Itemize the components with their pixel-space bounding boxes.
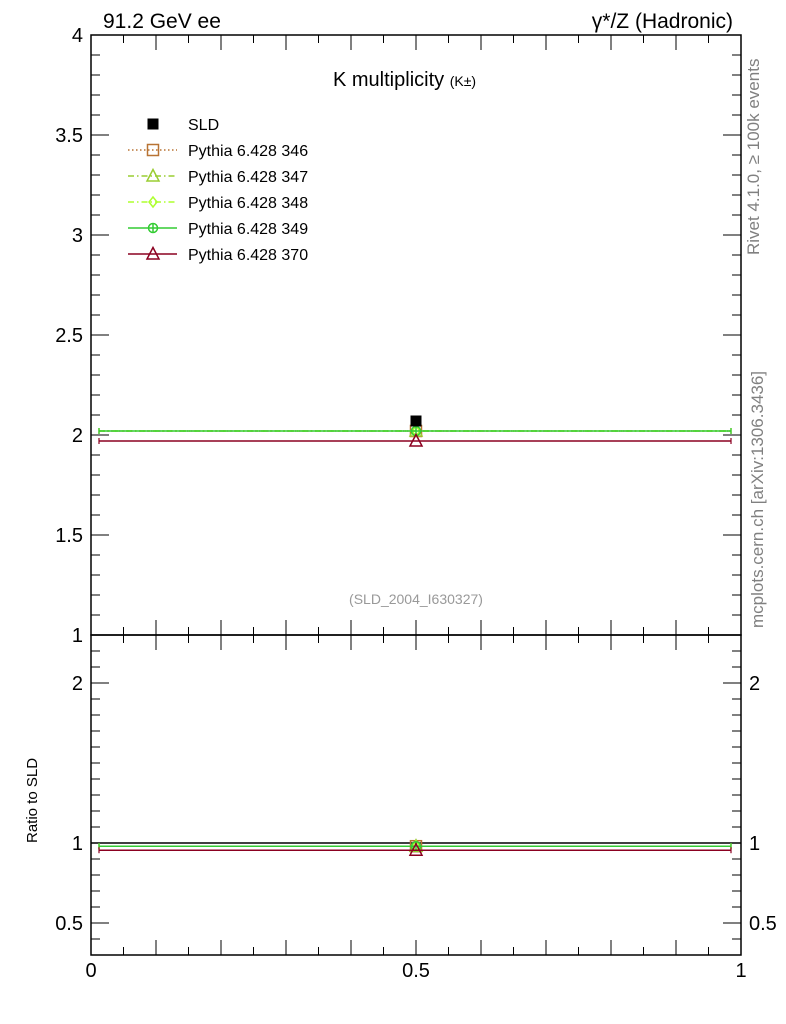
main-title: K multiplicity (K±) xyxy=(333,69,476,91)
ratio-xtick-label: 0 xyxy=(85,960,96,982)
legend-label-0: SLD xyxy=(188,117,219,134)
ratio-ytick-label-left: 0.5 xyxy=(55,913,83,935)
main-axis-ticks: 1 1.5 2 2.5 3 3.5 4 xyxy=(55,25,742,647)
data-point-0 xyxy=(410,415,422,427)
data-point-5 xyxy=(408,432,424,447)
ratio-axis-ticks: 0.5 0.5 1 1 2 2 0 0.5 1 xyxy=(55,634,777,982)
mcplots-label: mcplots.cern.ch [arXiv:1306.3436] xyxy=(748,371,767,628)
legend: SLD Pythia 6.428 346 Pythia 6.428 347 Pythi… xyxy=(128,117,308,264)
main-ytick-label: 2 xyxy=(72,425,83,447)
main-ytick-label: 3.5 xyxy=(55,125,83,147)
legend-label-2: Pythia 6.428 347 xyxy=(188,169,308,186)
legend-label-1: Pythia 6.428 346 xyxy=(188,143,308,160)
ratio-xtick-label: 0.5 xyxy=(402,960,430,982)
legend-label-5: Pythia 6.428 370 xyxy=(188,247,308,264)
ratio-ytick-label-right: 1 xyxy=(749,833,760,855)
legend-marker-3 xyxy=(148,195,158,209)
ratio-ytick-label-left: 1 xyxy=(72,833,83,855)
ratio-ytick-label-right: 0.5 xyxy=(749,913,777,935)
analysis-reference: (SLD_2004_I630327) xyxy=(349,591,483,607)
ratio-series xyxy=(91,838,741,856)
ratio-ytick-label-right: 2 xyxy=(749,673,760,695)
ratio-ytick-label-left: 2 xyxy=(72,673,83,695)
legend-label-3: Pythia 6.428 348 xyxy=(188,195,308,212)
main-ytick-label: 1.5 xyxy=(55,525,83,547)
ratio-xtick-label: 1 xyxy=(735,960,746,982)
legend-label-4: Pythia 6.428 349 xyxy=(188,221,308,238)
main-ytick-label: 4 xyxy=(72,25,83,47)
main-ytick-label: 1 xyxy=(72,625,83,647)
ratio-point-4 xyxy=(408,842,424,856)
legend-marker-0 xyxy=(147,118,159,130)
main-series xyxy=(98,415,732,447)
main-ytick-label: 3 xyxy=(72,225,83,247)
ratio-frame xyxy=(90,634,742,956)
ratio-ylabel: Ratio to SLD xyxy=(24,758,41,843)
header-right: γ*/Z (Hadronic) xyxy=(592,10,733,33)
legend-marker-5 xyxy=(145,245,161,260)
rivet-label: Rivet 4.1.0, ≥ 100k events xyxy=(744,59,763,255)
header-left: 91.2 GeV ee xyxy=(103,10,221,33)
main-ytick-label: 2.5 xyxy=(55,325,83,347)
legend-marker-1 xyxy=(146,143,160,157)
legend-marker-2 xyxy=(145,167,161,182)
